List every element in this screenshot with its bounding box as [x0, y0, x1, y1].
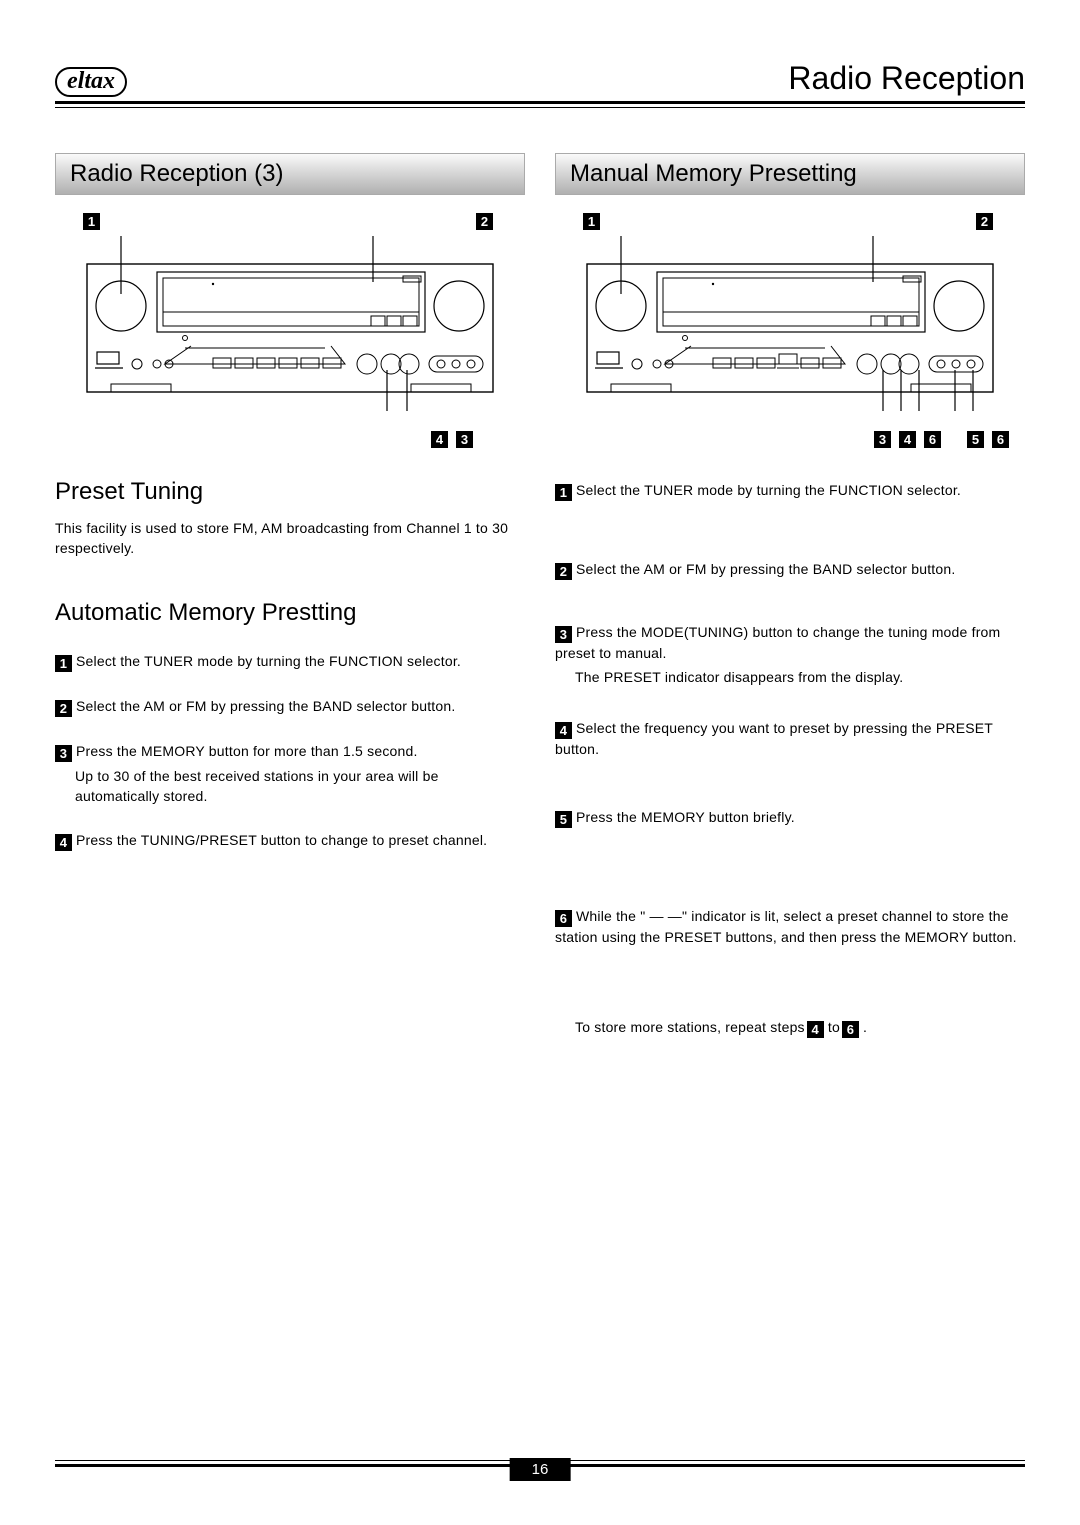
callout-bottom-left: 4 3: [55, 431, 525, 448]
step-num-icon: 4: [555, 722, 572, 739]
repeat-prefix: To store more stations, repeat steps: [575, 1019, 805, 1035]
callout-num: 2: [476, 213, 493, 230]
brand-logo: eltax: [55, 67, 127, 97]
callout-num: 2: [976, 213, 993, 230]
step-item: 5Press the MEMORY button briefly.: [555, 807, 1025, 828]
step-text: Select the AM or FM by pressing the BAND…: [76, 698, 455, 714]
step-num-icon: 2: [55, 700, 72, 717]
repeat-mid: to: [824, 1019, 840, 1035]
callout-num: 1: [83, 213, 100, 230]
callout-num: 3: [874, 431, 891, 448]
callout-num: 1: [583, 213, 600, 230]
section-header-right: Manual Memory Presetting: [555, 153, 1025, 195]
callout-num: 5: [967, 431, 984, 448]
step-text: Press the MODE(TUNING) button to change …: [555, 624, 1000, 661]
callout-top-right: 1 2: [555, 213, 1025, 230]
step-text: Select the frequency you want to preset …: [555, 720, 993, 757]
auto-presetting-heading: Automatic Memory Prestting: [55, 599, 525, 627]
callout-top-left: 1 2: [55, 213, 525, 230]
step-num-icon: 1: [555, 484, 572, 501]
page-title: Radio Reception: [788, 60, 1025, 97]
step-num-icon: 1: [55, 655, 72, 672]
device-diagram-right: [585, 236, 995, 411]
preset-tuning-body: This facility is used to store FM, AM br…: [55, 518, 525, 559]
step-num-icon: 4: [807, 1021, 824, 1038]
step-num-icon: 4: [55, 834, 72, 851]
callout-num: 3: [456, 431, 473, 448]
device-diagram-left: [85, 236, 495, 411]
callout-num: 6: [992, 431, 1009, 448]
step-num-icon: 6: [842, 1021, 859, 1038]
step-text: Select the TUNER mode by turning the FUN…: [76, 653, 461, 669]
step-text: Select the AM or FM by pressing the BAND…: [576, 561, 955, 577]
repeat-suffix: .: [859, 1019, 867, 1035]
step-item: 3Press the MODE(TUNING) button to change…: [555, 622, 1025, 688]
step-item: 2Select the AM or FM by pressing the BAN…: [555, 559, 1025, 580]
rule-thick: [55, 101, 1025, 104]
step-text: Press the MEMORY button for more than 1.…: [76, 743, 418, 759]
left-column: Radio Reception (3) 1 2: [55, 153, 525, 1038]
step-item: 4Press the TUNING/PRESET button to chang…: [55, 830, 525, 851]
step-num-icon: 3: [55, 745, 72, 762]
repeat-note: To store more stations, repeat steps4 to…: [575, 1017, 1025, 1038]
step-num-icon: 6: [555, 910, 572, 927]
step-text: Press the TUNING/PRESET button to change…: [76, 832, 487, 848]
preset-tuning-heading: Preset Tuning: [55, 478, 525, 506]
step-item: 2Select the AM or FM by pressing the BAN…: [55, 696, 525, 717]
step-item: 4Select the frequency you want to preset…: [555, 718, 1025, 759]
rule-thin: [55, 107, 1025, 108]
step-text: While the " — —" indicator is lit, selec…: [555, 908, 1017, 945]
step-extra: Up to 30 of the best received stations i…: [75, 766, 525, 807]
page-footer: 16: [55, 1460, 1025, 1467]
section-header-left: Radio Reception (3): [55, 153, 525, 195]
step-item: 1Select the TUNER mode by turning the FU…: [55, 651, 525, 672]
callout-num: 4: [431, 431, 448, 448]
page-number: 16: [510, 1458, 571, 1481]
step-extra: The PRESET indicator disappears from the…: [575, 667, 1025, 687]
step-item: 6While the " — —" indicator is lit, sele…: [555, 906, 1025, 947]
step-num-icon: 2: [555, 563, 572, 580]
callout-num: 4: [899, 431, 916, 448]
step-item: 3Press the MEMORY button for more than 1…: [55, 741, 525, 807]
step-num-icon: 3: [555, 626, 572, 643]
callout-bottom-right: 3 4 6 5 6: [555, 431, 1025, 448]
step-num-icon: 5: [555, 811, 572, 828]
step-text: Press the MEMORY button briefly.: [576, 809, 795, 825]
callout-num: 6: [924, 431, 941, 448]
step-item: 1Select the TUNER mode by turning the FU…: [555, 480, 1025, 501]
step-text: Select the TUNER mode by turning the FUN…: [576, 482, 961, 498]
right-column: Manual Memory Presetting 1 2: [555, 153, 1025, 1038]
